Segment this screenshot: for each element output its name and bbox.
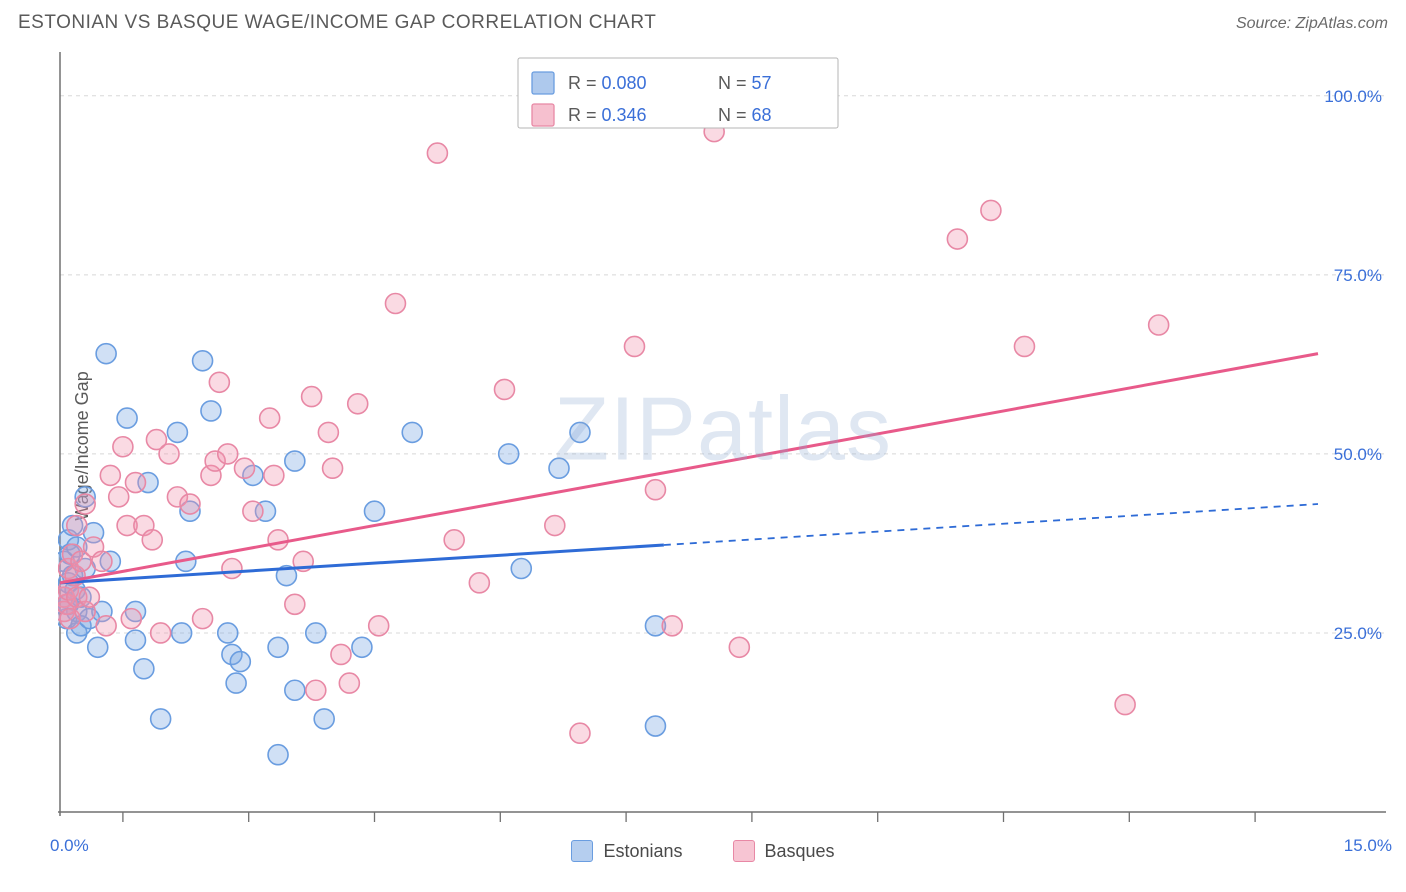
plot-area: 25.0% 50.0% 75.0% 100.0% R = 0.080 N = 57 R = … xyxy=(58,48,1388,828)
legend-label: Basques xyxy=(765,841,835,862)
svg-text:25.0%: 25.0% xyxy=(1334,624,1382,643)
chart-title: ESTONIAN VS BASQUE WAGE/INCOME GAP CORRE… xyxy=(18,12,656,34)
source-label: Source: ZipAtlas.com xyxy=(1236,15,1388,33)
legend-label: Estonians xyxy=(603,841,682,862)
legend-item-estonians: Estonians xyxy=(571,840,682,862)
legend-swatch-basques xyxy=(733,840,755,862)
svg-text:N = 68: N = 68 xyxy=(718,105,772,125)
scatter-plot-svg: 25.0% 50.0% 75.0% 100.0% R = 0.080 N = 57 R = … xyxy=(58,48,1388,828)
svg-text:R = 0.346: R = 0.346 xyxy=(568,105,647,125)
legend-swatch-estonians xyxy=(571,840,593,862)
bottom-legend: Estonians Basques xyxy=(0,840,1406,862)
legend-item-basques: Basques xyxy=(733,840,835,862)
svg-text:R = 0.080: R = 0.080 xyxy=(568,73,647,93)
svg-text:N = 57: N = 57 xyxy=(718,73,772,93)
svg-text:50.0%: 50.0% xyxy=(1334,445,1382,464)
svg-text:100.0%: 100.0% xyxy=(1324,87,1382,106)
chart-header: ESTONIAN VS BASQUE WAGE/INCOME GAP CORRE… xyxy=(18,12,1388,34)
svg-text:75.0%: 75.0% xyxy=(1334,266,1382,285)
